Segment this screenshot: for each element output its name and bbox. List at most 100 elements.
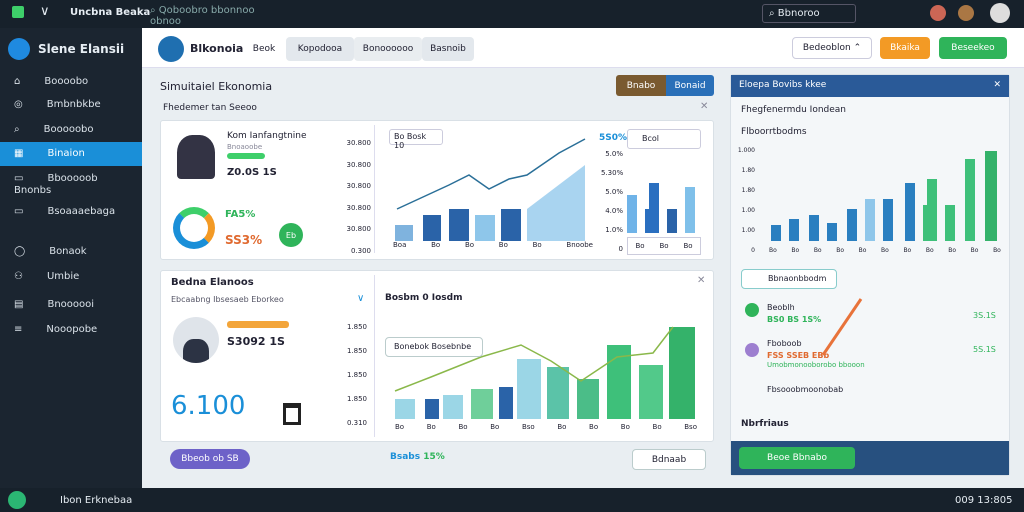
- item: Fboboob: [767, 339, 802, 348]
- menu-item[interactable]: ▦ Binaion: [14, 148, 85, 159]
- menu-item[interactable]: ▭ Bbooooob Bnonbs: [14, 173, 98, 196]
- tab[interactable]: Basnoib: [422, 37, 474, 61]
- dot: [745, 343, 759, 357]
- avatar[interactable]: [930, 5, 946, 21]
- select[interactable]: Bedeoblon ⌃: [792, 37, 872, 59]
- divider: [374, 275, 375, 437]
- chevron[interactable]: ∨: [40, 4, 50, 19]
- label: 1.850: [346, 323, 367, 331]
- avatar[interactable]: [990, 3, 1010, 23]
- label: Bo: [659, 242, 669, 250]
- tab[interactable]: Beok: [252, 44, 276, 54]
- grid-icon[interactable]: [12, 6, 24, 18]
- item-value: FSS SSEB EBb: [767, 351, 830, 360]
- search-right[interactable]: ⌕ Bbnoroo: [762, 4, 856, 23]
- label: Bo: [498, 241, 508, 249]
- card: Bedna Elanoos ✕ Ebcaabng Ibsesaeb Eborke…: [160, 270, 714, 442]
- menu-item[interactable]: ▭ Bsoaaaebaga: [14, 206, 116, 217]
- menu-item[interactable]: ⌕ Booooobo: [14, 124, 94, 135]
- label: Nooopobe: [46, 324, 98, 335]
- menu-item[interactable]: ▤ Bnoooooi: [14, 299, 95, 310]
- label: 0: [618, 245, 623, 253]
- pill[interactable]: Bbeob ob SB: [170, 449, 250, 469]
- label: Bo: [620, 423, 630, 431]
- card-title: Bedna Elanoos: [171, 277, 254, 288]
- divider: [374, 125, 375, 253]
- label: Bmbnbkbe: [46, 99, 101, 110]
- menu-item[interactable]: ◎ Bmbnbkbe: [14, 99, 101, 110]
- portrait: [173, 317, 219, 363]
- chart-1: [395, 138, 586, 241]
- tab[interactable]: Kopodooa: [286, 37, 354, 61]
- label: 0: [751, 247, 755, 254]
- label: Bsoaaaebaga: [47, 206, 116, 217]
- label: 1.0%: [605, 226, 623, 234]
- chevron[interactable]: ∨: [357, 293, 365, 304]
- brand: Blkonoia: [190, 42, 244, 55]
- label: Bo: [589, 423, 599, 431]
- label: 30.800: [346, 139, 372, 147]
- panel-button[interactable]: Beoe Bbnabo: [739, 447, 855, 469]
- btn-a[interactable]: Bnabo: [616, 75, 666, 96]
- sub: Ebcaabng Ibsesaeb Eborkeo: [171, 295, 284, 304]
- label: Bo: [881, 247, 889, 254]
- close[interactable]: ✕: [697, 275, 706, 286]
- sub: Bnoaoobe: [227, 143, 263, 151]
- label: Bo: [464, 241, 475, 249]
- label: 1.000: [737, 147, 755, 154]
- subtitle: Fhedemer tan Seeoo: [163, 103, 257, 113]
- item-right: 3S.1S: [973, 311, 996, 320]
- x-axis: Bo Bo Bo: [627, 237, 701, 255]
- menu-active[interactable]: [0, 142, 142, 166]
- label: Booooobo: [43, 124, 94, 135]
- chart-2: [627, 183, 695, 233]
- portrait: [177, 135, 215, 179]
- menu-item[interactable]: ⌂ Boooobo: [14, 76, 89, 87]
- label: Bo: [458, 423, 468, 431]
- pill[interactable]: Bo Bosk 10: [389, 129, 443, 150]
- card: Kom Ianfangtnine Bnoaoobe Z0.0S 1S FA5% …: [160, 120, 714, 260]
- avatar[interactable]: [958, 5, 974, 21]
- label: Bo: [993, 247, 1001, 254]
- chart-title: Bosbm 0 Iosdm: [385, 293, 463, 303]
- sidebar-title: Slene Elansii: [38, 42, 125, 56]
- pct: SS3%: [225, 233, 263, 247]
- btn-orange[interactable]: Bkaika: [880, 37, 930, 59]
- label: 5.30%: [601, 169, 624, 177]
- status-icon[interactable]: [8, 491, 26, 509]
- label: 30.800: [346, 225, 372, 233]
- stat: Bsabs 15%: [390, 452, 445, 462]
- menu-item[interactable]: ≡ Nooopobe: [14, 324, 98, 335]
- label: Bo: [635, 242, 645, 250]
- label: 1.80: [741, 167, 755, 174]
- label: 1.850: [346, 395, 367, 403]
- tab[interactable]: Bonoooooo: [354, 37, 422, 61]
- tab[interactable]: Bcol: [627, 129, 701, 149]
- logo: [8, 38, 30, 60]
- chart-4: [771, 151, 997, 241]
- panel: Eloepa Bovibs kkee ✕ Fhegfenermdu Iondean…: [730, 74, 1010, 476]
- label: 1.850: [346, 371, 367, 379]
- btn-green[interactable]: Beseekeo: [939, 37, 1007, 59]
- pct: FA5%: [225, 209, 256, 220]
- item-value: BS0 BS 1S%: [767, 315, 822, 324]
- menu-item[interactable]: ⚇ Umbie: [14, 271, 80, 282]
- search[interactable]: ⌕ Qoboobro bbonnoo obnoo: [150, 5, 255, 27]
- item: Fbsooobmoonobab: [767, 385, 844, 394]
- label: Eloepa Bovibs kkee: [739, 80, 827, 90]
- chip[interactable]: Bbnaonbbodm: [741, 269, 837, 289]
- sidebar: Slene Elansii ⌂ Boooobo ◎ Bmbnbkbe ⌕ Booooo…: [0, 28, 142, 488]
- value: Z0.0S 1S: [227, 167, 277, 178]
- progress: [227, 153, 265, 159]
- menu-item[interactable]: ◯ Bonaok: [14, 246, 87, 257]
- label: 30.800: [346, 160, 372, 169]
- close[interactable]: ✕: [700, 101, 709, 112]
- y-axis: 30.800 30.800 30.800 30.800 30.800 0.300: [341, 133, 372, 262]
- label: Bo: [490, 423, 500, 431]
- dot: [745, 303, 759, 317]
- label: Binaion: [47, 148, 85, 159]
- label: Boa: [393, 241, 407, 249]
- button[interactable]: Bdnaab: [632, 449, 706, 470]
- btn-b[interactable]: Bonaid: [666, 75, 714, 96]
